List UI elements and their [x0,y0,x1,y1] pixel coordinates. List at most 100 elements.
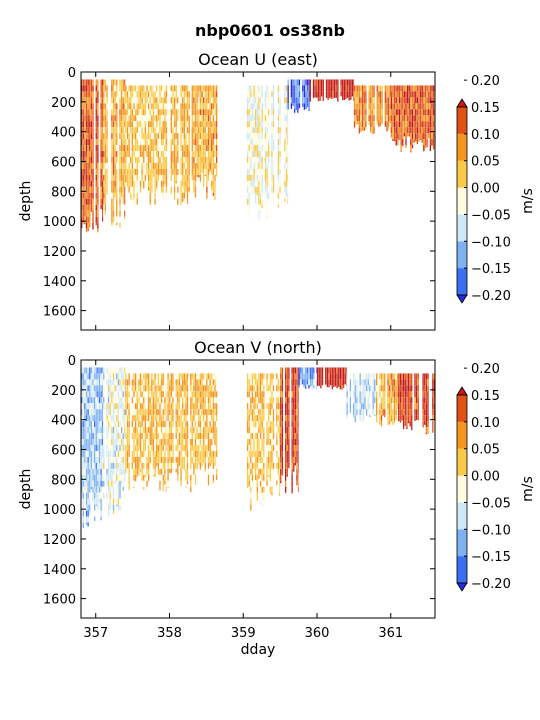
heatmap-cell [175,91,177,98]
heatmap-cell [258,445,260,451]
heatmap-cell [177,427,179,434]
heatmap-cell [164,450,166,457]
heatmap-cell [202,109,205,116]
heatmap-cell [147,450,150,457]
heatmap-cell [156,103,158,110]
heatmap-cell [301,373,304,380]
heatmap-cell [157,439,159,446]
heatmap-cell [286,385,288,392]
heatmap-cell [144,409,147,416]
heatmap-cell [177,373,179,380]
heatmap-cell [296,468,298,475]
heatmap-cell [149,180,151,187]
heatmap-cell [151,115,153,122]
heatmap-cell [143,168,145,175]
heatmap-cell [175,145,177,152]
heatmap-cell [134,439,137,446]
heatmap-cell [333,79,336,86]
heatmap-cell [387,85,390,92]
heatmap-cell [90,462,93,469]
heatmap-cell [214,391,216,398]
heatmap-cell [277,145,280,152]
heatmap-cell [207,109,210,116]
heatmap-cell [169,415,171,422]
heatmap-cell [291,462,293,469]
heatmap-cell [157,151,159,158]
heatmap-cell [277,109,280,116]
heatmap-cell [320,379,322,386]
heatmap-cell [84,403,86,410]
heatmap-cell [119,486,121,493]
heatmap-cell [196,450,198,457]
heatmap-cell [164,468,166,475]
heatmap-cell [82,145,84,152]
heatmap-cell [177,192,179,199]
heatmap-cell [92,216,94,223]
heatmap-cell [100,186,102,193]
heatmap-cell [253,409,255,416]
heatmap-cell [143,103,145,110]
heatmap-cell [261,85,263,92]
heatmap-cell [87,192,89,199]
heatmap-cell [124,115,126,122]
heatmap-cell [126,97,129,104]
heatmap-cell [215,456,218,463]
heatmap-cell [177,162,179,169]
heatmap-cell [266,415,268,422]
heatmap-cell [157,474,159,477]
heatmap-cell [344,373,346,380]
heatmap-cell [261,97,263,104]
heatmap-cell [207,415,210,422]
heatmap-cell [191,85,193,92]
heatmap-cell [198,391,200,398]
heatmap-cell [389,97,391,104]
heatmap-cell [106,415,108,422]
heatmap-cell [128,145,130,152]
heatmap-cell [405,127,407,134]
heatmap-cell [264,139,267,146]
heatmap-cell [159,151,161,158]
heatmap-cell [419,85,422,92]
heatmap-cell [124,109,126,116]
heatmap-cell [418,139,420,142]
heatmap-cell [276,421,278,428]
heatmap-cell [109,492,111,499]
heatmap-cell [308,91,310,98]
heatmap-cell [432,91,435,98]
heatmap-cell [160,97,163,104]
heatmap-cell [199,379,202,386]
heatmap-cell [268,397,270,404]
heatmap-cell [266,462,268,469]
heatmap-cell [319,97,321,101]
heatmap-cell [85,133,88,140]
heatmap-cell [212,397,215,404]
heatmap-cell [90,439,93,446]
heatmap-cell [211,139,213,146]
heatmap-cell [371,133,374,134]
heatmap-cell [164,162,166,169]
heatmap-cell [255,103,257,110]
heatmap-cell [85,498,88,505]
heatmap-cell [119,415,121,422]
heatmap-cell [154,468,156,475]
heatmap-cell [131,433,134,440]
heatmap-cell [191,97,193,104]
heatmap-cell [326,385,329,388]
heatmap-cell [423,145,425,152]
heatmap-cell [250,174,252,181]
heatmap-cell [318,367,320,374]
heatmap-cell [143,109,145,116]
heatmap-cell [92,97,94,104]
heatmap-cell [256,415,258,422]
heatmap-cell [193,115,195,122]
heatmap-cell [149,192,151,199]
heatmap-cell [147,421,150,428]
heatmap-cell [255,474,257,481]
heatmap-cell [279,97,281,104]
heatmap-cell [159,145,161,152]
heatmap-cell [271,133,273,140]
heatmap-cell [215,103,218,110]
heatmap-cell [120,403,123,410]
heatmap-cell [297,109,299,113]
heatmap-cell [284,91,286,98]
